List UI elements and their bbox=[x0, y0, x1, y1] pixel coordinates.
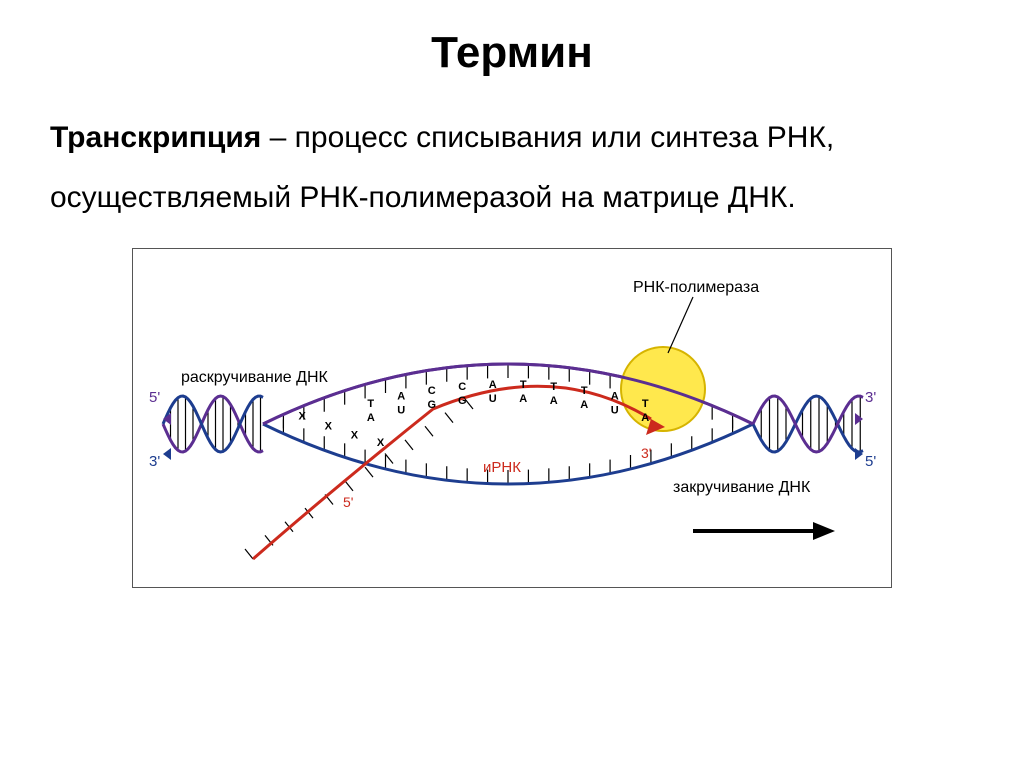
svg-text:A: A bbox=[397, 390, 405, 402]
svg-text:A: A bbox=[580, 399, 588, 411]
label-mrna: иРНК bbox=[483, 459, 521, 476]
svg-text:A: A bbox=[367, 412, 375, 424]
svg-text:G: G bbox=[427, 399, 436, 411]
svg-text:U: U bbox=[489, 393, 497, 405]
svg-text:G: G bbox=[458, 395, 467, 407]
svg-text:A: A bbox=[641, 412, 649, 424]
svg-text:X: X bbox=[325, 421, 333, 433]
definition-paragraph: Транскрипция – процесс списывания или си… bbox=[0, 78, 1024, 248]
svg-text:A: A bbox=[489, 379, 497, 391]
label-three_prime_rna: 3' bbox=[641, 445, 651, 461]
svg-text:T: T bbox=[520, 379, 527, 391]
svg-text:T: T bbox=[367, 398, 374, 410]
label-three_prime_left_bottom: 3' bbox=[149, 453, 160, 470]
svg-text:X: X bbox=[351, 429, 359, 441]
svg-text:C: C bbox=[458, 381, 466, 393]
svg-text:A: A bbox=[611, 390, 619, 402]
svg-text:X: X bbox=[299, 411, 307, 423]
diagram-svg: TACCATTTATAUGGUAAAUAXXXX bbox=[133, 249, 893, 589]
svg-text:X: X bbox=[377, 437, 385, 449]
svg-text:T: T bbox=[550, 381, 557, 393]
label-polymerase: РНК-полимераза bbox=[633, 279, 759, 297]
svg-text:A: A bbox=[519, 393, 527, 405]
svg-text:A: A bbox=[550, 395, 558, 407]
label-three_prime_right_top: 3' bbox=[865, 389, 876, 406]
svg-text:T: T bbox=[642, 398, 649, 410]
svg-text:U: U bbox=[611, 404, 619, 416]
transcription-diagram: TACCATTTATAUGGUAAAUAXXXX раскручивание Д… bbox=[132, 248, 892, 588]
svg-text:C: C bbox=[428, 385, 436, 397]
svg-text:T: T bbox=[581, 385, 588, 397]
term-name: Транскрипция bbox=[50, 121, 261, 154]
label-recoil: закручивание ДНК bbox=[673, 479, 810, 497]
page-title: Термин bbox=[0, 0, 1024, 78]
svg-text:U: U bbox=[397, 404, 405, 416]
label-uncoil: раскручивание ДНК bbox=[181, 369, 328, 387]
label-five_prime_left_top: 5' bbox=[149, 389, 160, 406]
label-five_prime_rna: 5' bbox=[343, 494, 353, 510]
label-five_prime_right_bottom: 5' bbox=[865, 453, 876, 470]
